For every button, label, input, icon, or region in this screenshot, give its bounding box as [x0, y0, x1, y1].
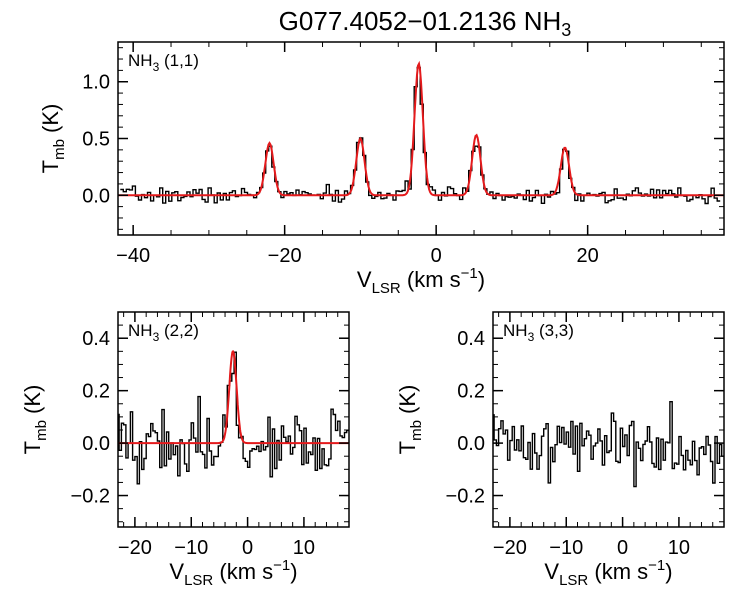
panel-label-p22: NH3 (2,2)	[128, 321, 199, 344]
spectrum-p11	[120, 66, 721, 205]
x-tick-label: 10	[293, 537, 315, 559]
y-tick-label: 0.0	[457, 433, 485, 455]
y-tick-label: 1.0	[82, 72, 110, 94]
fit-curve-p22	[118, 350, 349, 445]
y-tick-label: −0.2	[446, 486, 485, 508]
panel-p11: −40 −20 0 20 0.0 0.5 1.0 NH3 (1,1) VLSR (km s−1)…	[38, 41, 725, 297]
panel-p22: −20 −10 0 10 −0.2 0.0 0.2 0.4 NH3 (2,2) VLSR (km …	[20, 311, 350, 589]
y-tick-label: 0.2	[82, 381, 110, 403]
x-tick-label: 20	[577, 245, 599, 267]
y-axis-label-p33: Tmb (K)	[395, 385, 425, 455]
y-tick-label: 0.4	[82, 328, 110, 350]
x-tick-label: −20	[118, 537, 152, 559]
y-tick-label: 0.4	[457, 328, 485, 350]
x-tick-label: 0	[617, 537, 628, 559]
y-tick-label: 0.0	[82, 433, 110, 455]
spectrum-p22	[118, 351, 349, 485]
fit-curve-p11	[118, 60, 724, 197]
x-tick-label: −40	[116, 245, 150, 267]
axes-frame-p33	[492, 311, 725, 528]
x-axis-label-p33: VLSR (km s−1)	[544, 557, 672, 589]
y-axis-label-p11: Tmb (K)	[38, 104, 68, 174]
y-tick-label: −0.2	[71, 486, 110, 508]
y-axis-label-p22: Tmb (K)	[20, 385, 50, 455]
panel-label-p11: NH3 (1,1)	[128, 51, 199, 74]
panel-p33: −20 −10 0 10 −0.2 0.0 0.2 0.4 NH3 (3,3) VLSR (km …	[395, 311, 725, 589]
x-tick-label: −20	[493, 537, 527, 559]
x-tick-label: 10	[668, 537, 690, 559]
spectrum-p33	[493, 401, 724, 488]
axes-frame-p22	[117, 311, 350, 528]
x-tick-label: −10	[174, 537, 208, 559]
panel-label-p33: NH3 (3,3)	[503, 321, 574, 344]
x-tick-label: −20	[268, 245, 302, 267]
panels: −40 −20 0 20 0.0 0.5 1.0 NH3 (1,1) VLSR (km s−1)…	[20, 41, 725, 589]
y-tick-label: 0.0	[82, 185, 110, 207]
y-tick-label: 0.5	[82, 129, 110, 151]
y-tick-label: 0.2	[457, 381, 485, 403]
x-axis-label-p11: VLSR (km s−1)	[357, 265, 485, 297]
x-axis-label-p22: VLSR (km s−1)	[169, 557, 297, 589]
figure-title: G077.4052−01.2136 NH3	[279, 6, 572, 40]
x-tick-label: 0	[431, 245, 442, 267]
x-tick-label: 0	[242, 537, 253, 559]
x-tick-label: −10	[549, 537, 583, 559]
